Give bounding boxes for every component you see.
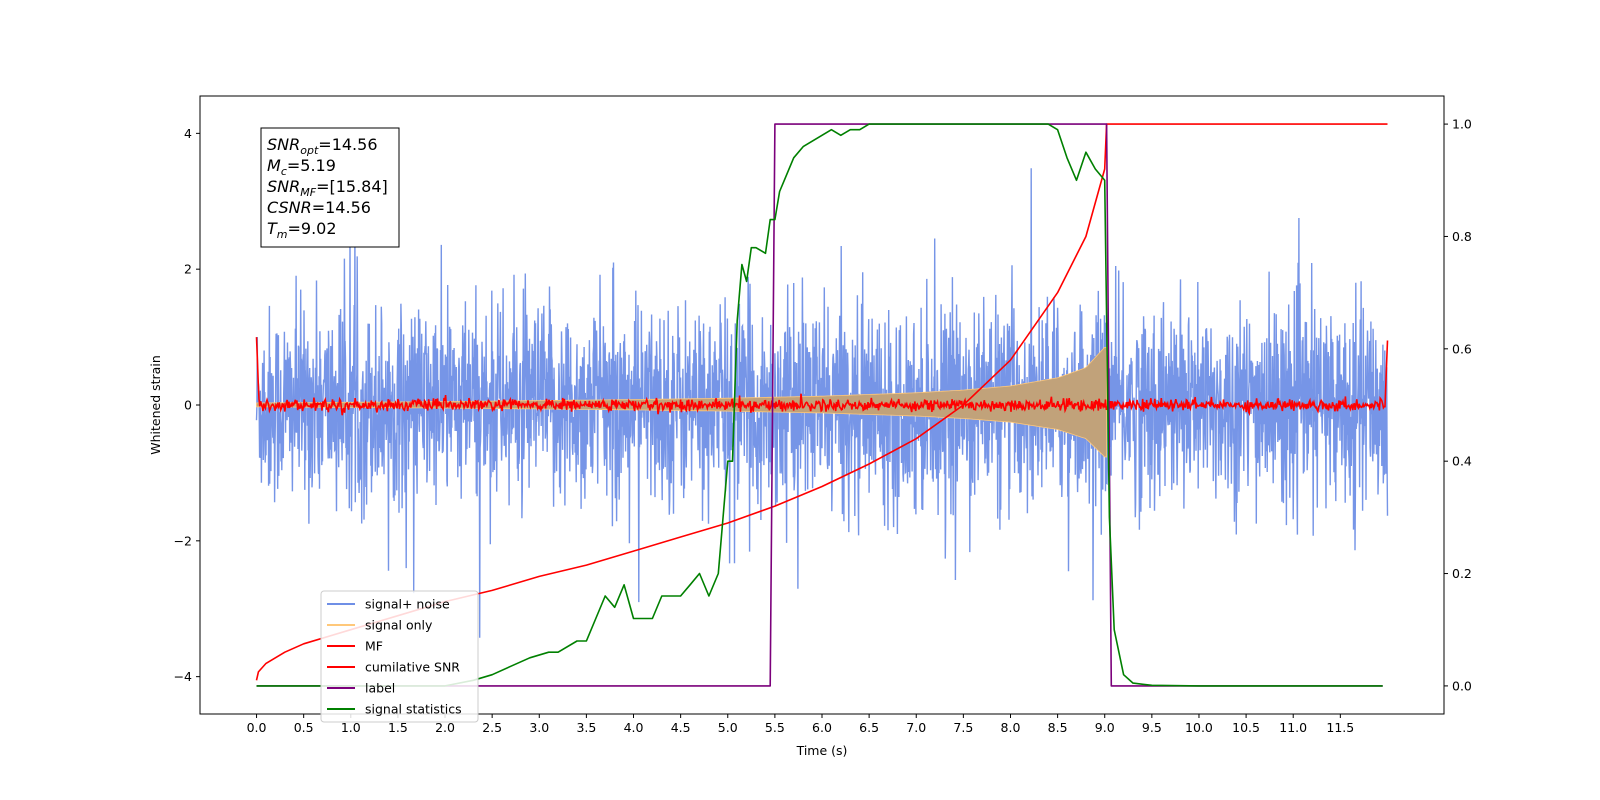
annotation-symbol: M <box>267 156 281 175</box>
x-tick-label: 11.0 <box>1279 720 1307 735</box>
y-axis-label: Whitened strain <box>148 355 163 454</box>
legend-entry: label <box>365 681 395 696</box>
x-tick-label: 4.0 <box>624 720 644 735</box>
series-signal-statistics <box>256 123 1383 687</box>
annotation-subscript: opt <box>300 144 319 157</box>
y2-tick-label: 0.8 <box>1452 229 1472 244</box>
annotation-subscript: MF <box>300 186 316 199</box>
y-tick-label: 4 <box>184 126 192 141</box>
legend-entry: signal statistics <box>365 702 462 717</box>
x-tick-label: 8.0 <box>1001 720 1021 735</box>
annotation-value: =14.56 <box>318 135 377 154</box>
x-tick-label: 3.0 <box>529 720 549 735</box>
x-tick-label: 6.0 <box>812 720 832 735</box>
x-tick-label: 5.0 <box>718 720 738 735</box>
annotation-value: =14.56 <box>312 198 371 217</box>
legend-entry: signal only <box>365 618 433 633</box>
x-tick-label: 9.5 <box>1142 720 1162 735</box>
y2-tick-label: 0.2 <box>1452 566 1472 581</box>
annotation-symbol: SNR <box>267 135 300 154</box>
x-tick-label: 6.5 <box>859 720 879 735</box>
annotation-subscript: m <box>277 228 288 241</box>
x-tick-label: 1.5 <box>388 720 408 735</box>
x-tick-label: 7.5 <box>953 720 973 735</box>
annotation-symbol: CSNR <box>267 198 312 217</box>
annotation-line: Mc=5.19 <box>267 156 336 178</box>
series-mf <box>255 337 1389 417</box>
y2-tick-label: 1.0 <box>1452 117 1472 132</box>
x-tick-label: 0.0 <box>247 720 267 735</box>
annotation-value: =9.02 <box>288 219 337 238</box>
series-cumulative-snr <box>255 123 1388 681</box>
x-tick-label: 10.5 <box>1232 720 1260 735</box>
x-tick-label: 5.5 <box>765 720 785 735</box>
y-tick-label: −4 <box>174 669 192 684</box>
x-tick-label: 11.5 <box>1326 720 1354 735</box>
annotation-value: =[15.84] <box>316 177 388 196</box>
x-axis: 0.0 0.5 1.0 1.5 2.0 2.5 3.0 3.5 4.0 4.5 5.0 5.5 6.0 6… <box>247 714 1354 735</box>
x-tick-label: 10.0 <box>1185 720 1213 735</box>
x-tick-label: 0.5 <box>294 720 314 735</box>
annotation-box <box>260 127 400 248</box>
annotation-symbol: SNR <box>267 177 300 196</box>
legend: signal+ noise signal only MF cumilative SNR… <box>320 590 479 723</box>
x-tick-label: 8.5 <box>1048 720 1068 735</box>
annotation-line: SNRopt=14.56 <box>267 135 378 157</box>
x-tick-label: 4.5 <box>671 720 691 735</box>
annotation-line: SNRMF=[15.84] <box>267 177 388 199</box>
y2-tick-label: 0.6 <box>1452 341 1472 356</box>
y2-tick-label: 0.0 <box>1452 678 1472 693</box>
x-tick-label: 7.0 <box>906 720 926 735</box>
x-axis-label: Time (s) <box>796 743 848 758</box>
annotation-line: Tm=9.02 <box>267 219 337 241</box>
plot-area <box>255 123 1389 687</box>
x-tick-label: 2.0 <box>435 720 455 735</box>
y-tick-label: 0 <box>184 398 192 413</box>
y-tick-label: 2 <box>184 262 192 277</box>
legend-entry: signal+ noise <box>365 597 450 612</box>
y-axis-left: 4 2 0 −2 −4 <box>174 126 200 684</box>
annotation-value: =5.19 <box>287 156 336 175</box>
annotation-subscript: c <box>281 165 287 178</box>
legend-entry: cumilative SNR <box>365 660 460 675</box>
x-tick-label: 2.5 <box>482 720 502 735</box>
y-axis-right: 1.0 0.8 0.6 0.4 0.2 0.0 <box>1444 117 1472 693</box>
annotation-symbol: T <box>267 219 278 238</box>
y2-tick-label: 0.4 <box>1452 454 1472 469</box>
y-tick-label: −2 <box>174 533 192 548</box>
annotation-line: CSNR=14.56 <box>267 198 371 217</box>
x-tick-label: 3.5 <box>576 720 596 735</box>
series-layer <box>255 123 1389 687</box>
legend-box <box>320 590 479 723</box>
x-tick-label: 9.0 <box>1095 720 1115 735</box>
x-tick-label: 1.0 <box>341 720 361 735</box>
stats-annotation: SNRopt=14.56Mc=5.19SNRMF=[15.84]CSNR=14.… <box>260 127 400 248</box>
legend-entry: MF <box>365 639 383 654</box>
